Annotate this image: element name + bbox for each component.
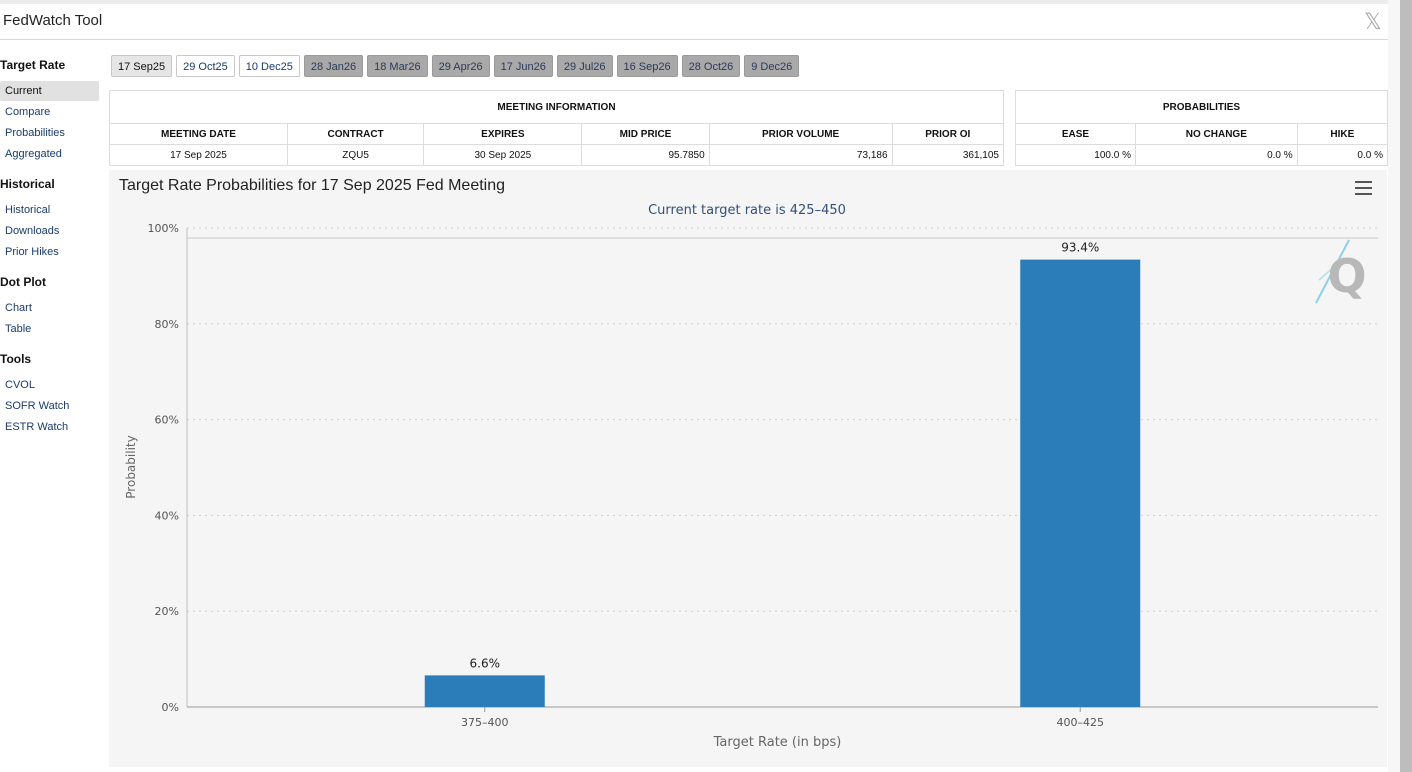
table-cell: 73,186: [708, 144, 893, 166]
table-cell: 95.7850: [581, 144, 710, 166]
watermark-logo: Q: [1327, 249, 1366, 303]
column-header: EASE: [1015, 123, 1136, 145]
tab-meeting[interactable]: 9 Dec26: [744, 55, 800, 77]
sidebar: Target Rate Current Compare Probabilities Ag…: [0, 55, 100, 438]
table-cell: 100.0 %: [1015, 144, 1136, 166]
column-header: EXPIRES: [423, 123, 583, 145]
probabilities-value-row: 100.0 % 0.0 % 0.0 %: [1015, 144, 1389, 166]
sidebar-heading: Dot Plot: [0, 275, 46, 289]
sidebar-item-prior-hikes[interactable]: Prior Hikes: [5, 246, 59, 258]
probabilities-title: PROBABILITIES: [1015, 90, 1388, 124]
probabilities-table: PROBABILITIES EASE NO CHANGE HIKE 100.0 % 0…: [1015, 90, 1389, 166]
sidebar-heading: Tools: [0, 352, 32, 366]
y-tick-label: 40%: [155, 509, 179, 522]
table-cell: 361,105: [891, 144, 1005, 166]
tab-meeting[interactable]: 10 Dec25: [238, 55, 300, 77]
meeting-info-table: MEETING INFORMATION MEETING DATE CONTRACT…: [109, 90, 1005, 166]
close-icon[interactable]: 𝕏: [1364, 10, 1382, 35]
meeting-info-value-row: 17 Sep 2025 ZQU5 30 Sep 2025 95.7850 73,186 3…: [109, 144, 1005, 166]
tab-meeting[interactable]: 29 Apr26: [431, 55, 490, 77]
probabilities-header-row: EASE NO CHANGE HIKE: [1015, 123, 1389, 145]
x-tick-label: 400–425: [1057, 716, 1105, 729]
tab-meeting[interactable]: 16 Sep26: [616, 55, 678, 77]
sidebar-item-historical[interactable]: Historical: [5, 204, 51, 216]
data-label: 6.6%: [470, 656, 501, 670]
tab-meeting[interactable]: 28 Jan26: [303, 55, 364, 77]
y-tick-label: 100%: [148, 222, 179, 235]
sidebar-item-probabilities[interactable]: Probabilities: [5, 127, 65, 139]
sidebar-item-chart[interactable]: Chart: [5, 302, 32, 314]
sidebar-item-compare[interactable]: Compare: [5, 106, 51, 118]
table-cell: 0.0 %: [1134, 144, 1298, 166]
y-tick-label: 20%: [155, 605, 179, 618]
chart-panel: Target Rate Probabilities for 17 Sep 202…: [109, 170, 1387, 767]
column-header: MEETING DATE: [109, 123, 288, 145]
tab-meeting[interactable]: 18 Mar26: [367, 55, 428, 77]
sidebar-item-cvol[interactable]: CVOL: [5, 379, 35, 391]
sidebar-heading: Historical: [0, 177, 55, 191]
tab-meeting[interactable]: 29 Jul26: [556, 55, 613, 77]
tab-meeting[interactable]: 17 Sep25: [111, 55, 173, 77]
meeting-info-title: MEETING INFORMATION: [109, 90, 1004, 124]
sidebar-heading: Target Rate: [0, 58, 66, 72]
tab-meeting[interactable]: 28 Oct26: [681, 55, 741, 77]
title-bar: FedWatch Tool 𝕏: [0, 4, 1388, 40]
column-header: PRIOR VOLUME: [708, 123, 893, 145]
x-tick-label: 375–400: [461, 716, 509, 729]
column-header: MID PRICE: [581, 123, 710, 145]
y-tick-label: 80%: [155, 318, 179, 331]
tab-meeting[interactable]: 29 Oct25: [176, 55, 235, 77]
column-header: NO CHANGE: [1134, 123, 1298, 145]
table-cell: ZQU5: [286, 144, 425, 166]
column-header: HIKE: [1296, 123, 1389, 145]
y-tick-label: 0%: [162, 701, 179, 714]
sidebar-item-table[interactable]: Table: [5, 323, 32, 335]
sidebar-item-aggregated[interactable]: Aggregated: [5, 148, 62, 160]
data-label: 93.4%: [1061, 241, 1099, 255]
column-header: CONTRACT: [286, 123, 425, 145]
table-cell: 0.0 %: [1296, 144, 1389, 166]
meeting-tabs: 17 Sep25 29 Oct25 10 Dec25 28 Jan26 18 Mar26…: [111, 55, 800, 77]
chart-title: Target Rate Probabilities for 17 Sep 202…: [119, 177, 506, 194]
hamburger-menu-icon[interactable]: [1355, 181, 1372, 195]
table-cell: 30 Sep 2025: [423, 144, 583, 166]
sidebar-item-downloads[interactable]: Downloads: [5, 225, 60, 237]
watermark-stroke: [1315, 239, 1350, 304]
tab-meeting[interactable]: 17 Jun26: [493, 55, 553, 77]
meeting-info-header-row: MEETING DATE CONTRACT EXPIRES MID PRICE PRIO…: [109, 123, 1005, 145]
table-cell: 17 Sep 2025: [109, 144, 288, 166]
chart-subtitle: Current target rate is 425–450: [648, 203, 846, 218]
scrollbar[interactable]: [1400, 0, 1412, 772]
sidebar-item-current[interactable]: Current: [0, 81, 99, 101]
bar: [424, 675, 545, 707]
bar: [1020, 259, 1141, 707]
top-strip: [0, 0, 1388, 4]
chart-svg: Current target rate is 425–450 0% 20% 40% 60…: [124, 203, 1378, 750]
watermark-stroke: [1318, 257, 1345, 281]
app-title: FedWatch Tool: [3, 12, 103, 29]
sidebar-item-estr-watch[interactable]: ESTR Watch: [5, 421, 69, 433]
x-axis-title: Target Rate (in bps): [713, 735, 842, 750]
sidebar-item-sofr-watch[interactable]: SOFR Watch: [5, 400, 70, 412]
y-tick-label: 60%: [155, 414, 179, 427]
y-axis-title: Probability: [124, 435, 138, 498]
scroll-track: [1388, 0, 1400, 772]
column-header: PRIOR OI: [891, 123, 1005, 145]
